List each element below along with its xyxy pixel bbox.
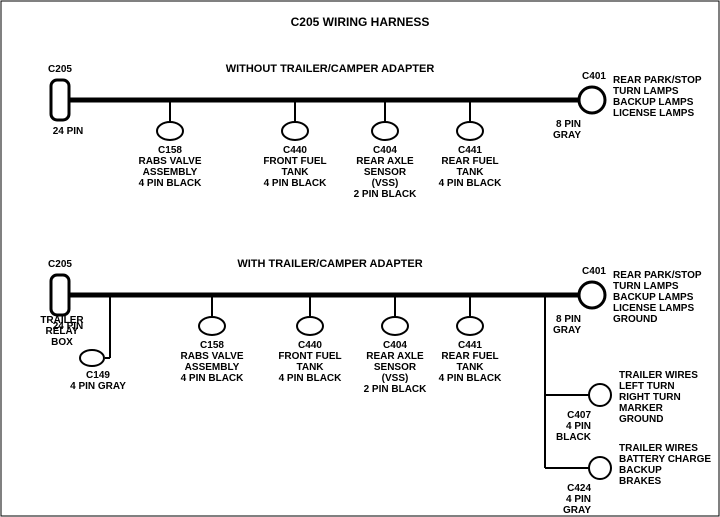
svg-text:SENSOR: SENSOR xyxy=(364,167,407,178)
svg-text:C205 WIRING HARNESS: C205 WIRING HARNESS xyxy=(291,15,430,29)
svg-text:BACKUP: BACKUP xyxy=(619,465,662,476)
svg-text:TRAILER WIRES: TRAILER WIRES xyxy=(619,370,698,381)
svg-text:TANK: TANK xyxy=(456,362,484,373)
svg-text:LICENSE LAMPS: LICENSE LAMPS xyxy=(613,303,694,314)
svg-text:2 PIN BLACK: 2 PIN BLACK xyxy=(354,189,418,200)
svg-text:REAR AXLE: REAR AXLE xyxy=(356,156,414,167)
svg-text:4 PIN BLACK: 4 PIN BLACK xyxy=(139,178,203,189)
svg-text:ASSEMBLY: ASSEMBLY xyxy=(185,362,240,373)
svg-text:TANK: TANK xyxy=(296,362,324,373)
svg-text:4 PIN: 4 PIN xyxy=(566,494,591,505)
svg-text:TURN LAMPS: TURN LAMPS xyxy=(613,281,679,292)
svg-text:REAR PARK/STOP: REAR PARK/STOP xyxy=(613,270,702,281)
svg-text:C441: C441 xyxy=(458,145,482,156)
svg-text:C158: C158 xyxy=(200,340,224,351)
svg-text:BOX: BOX xyxy=(51,337,73,348)
svg-text:C158: C158 xyxy=(158,145,182,156)
svg-text:4 PIN BLACK: 4 PIN BLACK xyxy=(181,373,245,384)
svg-text:REAR PARK/STOP: REAR PARK/STOP xyxy=(613,75,702,86)
svg-text:C401: C401 xyxy=(582,71,606,82)
svg-text:BATTERY CHARGE: BATTERY CHARGE xyxy=(619,454,711,465)
svg-text:TANK: TANK xyxy=(456,167,484,178)
svg-text:TRAILER WIRES: TRAILER WIRES xyxy=(619,443,698,454)
svg-text:4 PIN BLACK: 4 PIN BLACK xyxy=(439,373,503,384)
svg-text:LICENSE LAMPS: LICENSE LAMPS xyxy=(613,108,694,119)
svg-text:BLACK: BLACK xyxy=(556,432,592,443)
svg-text:C404: C404 xyxy=(383,340,407,351)
svg-text:C404: C404 xyxy=(373,145,397,156)
svg-text:(VSS): (VSS) xyxy=(382,373,409,384)
svg-text:(VSS): (VSS) xyxy=(372,178,399,189)
svg-text:GRAY: GRAY xyxy=(563,505,591,516)
svg-text:MARKER: MARKER xyxy=(619,403,664,414)
svg-text:BRAKES: BRAKES xyxy=(619,476,662,487)
svg-text:WITH TRAILER/CAMPER ADAPTER: WITH TRAILER/CAMPER ADAPTER xyxy=(237,258,422,270)
svg-text:4 PIN BLACK: 4 PIN BLACK xyxy=(264,178,328,189)
svg-text:8 PIN: 8 PIN xyxy=(556,314,581,325)
svg-text:REAR AXLE: REAR AXLE xyxy=(366,351,424,362)
svg-text:4 PIN: 4 PIN xyxy=(566,421,591,432)
svg-text:TANK: TANK xyxy=(281,167,309,178)
svg-text:GROUND: GROUND xyxy=(613,314,657,325)
svg-text:FRONT FUEL: FRONT FUEL xyxy=(263,156,326,167)
svg-text:ASSEMBLY: ASSEMBLY xyxy=(143,167,198,178)
svg-text:C441: C441 xyxy=(458,340,482,351)
svg-text:C401: C401 xyxy=(582,266,606,277)
svg-text:RELAY: RELAY xyxy=(46,326,79,337)
svg-text:REAR FUEL: REAR FUEL xyxy=(441,156,498,167)
svg-text:RABS VALVE: RABS VALVE xyxy=(181,351,244,362)
svg-text:2 PIN BLACK: 2 PIN BLACK xyxy=(364,384,428,395)
svg-text:REAR FUEL: REAR FUEL xyxy=(441,351,498,362)
svg-text:BACKUP LAMPS: BACKUP LAMPS xyxy=(613,97,694,108)
svg-text:24 PIN: 24 PIN xyxy=(53,126,84,137)
svg-text:RIGHT TURN: RIGHT TURN xyxy=(619,392,681,403)
svg-text:C440: C440 xyxy=(283,145,307,156)
svg-text:GRAY: GRAY xyxy=(553,325,581,336)
svg-text:C407: C407 xyxy=(567,410,591,421)
svg-text:GRAY: GRAY xyxy=(553,130,581,141)
svg-text:C149: C149 xyxy=(86,370,110,381)
svg-text:BACKUP LAMPS: BACKUP LAMPS xyxy=(613,292,694,303)
svg-text:C424: C424 xyxy=(567,483,591,494)
svg-text:GROUND: GROUND xyxy=(619,414,663,425)
svg-text:8 PIN: 8 PIN xyxy=(556,119,581,130)
svg-text:FRONT FUEL: FRONT FUEL xyxy=(278,351,341,362)
svg-text:RABS VALVE: RABS VALVE xyxy=(139,156,202,167)
svg-text:4 PIN BLACK: 4 PIN BLACK xyxy=(279,373,343,384)
svg-text:C205: C205 xyxy=(48,259,72,270)
svg-text:LEFT TURN: LEFT TURN xyxy=(619,381,675,392)
svg-text:C205: C205 xyxy=(48,64,72,75)
svg-text:C440: C440 xyxy=(298,340,322,351)
svg-text:WITHOUT TRAILER/CAMPER ADAPT: WITHOUT TRAILER/CAMPER ADAPTER xyxy=(226,63,435,75)
svg-text:TRAILER: TRAILER xyxy=(40,315,84,326)
svg-text:4 PIN GRAY: 4 PIN GRAY xyxy=(70,381,126,392)
svg-text:TURN LAMPS: TURN LAMPS xyxy=(613,86,679,97)
svg-text:SENSOR: SENSOR xyxy=(374,362,417,373)
svg-text:4 PIN BLACK: 4 PIN BLACK xyxy=(439,178,503,189)
